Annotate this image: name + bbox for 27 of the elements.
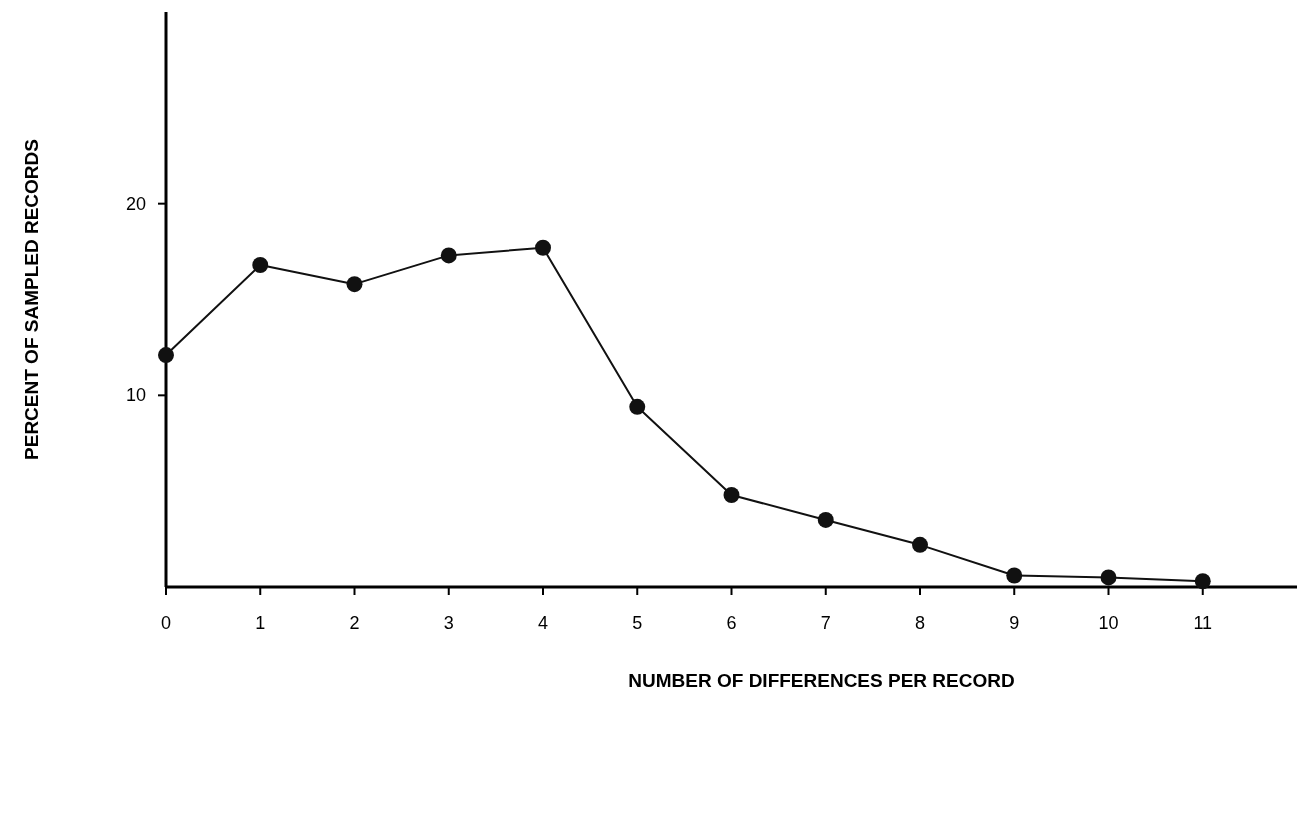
y-tick-label: 20	[125, 193, 146, 214]
point	[629, 398, 646, 415]
x-tick-label: 2	[349, 613, 360, 633]
x-tick-label: 11	[1193, 613, 1213, 633]
y-axis-title: PERCENT OF SAMPLED RECORDS	[21, 139, 42, 460]
x-tick-label: 4	[537, 613, 549, 633]
point	[817, 511, 834, 528]
x-tick-label: 9	[1009, 613, 1020, 633]
x-axis-title: NUMBER OF DIFFERENCES PER RECORD	[628, 670, 1015, 691]
point	[440, 247, 457, 264]
x-tick-label: 6	[726, 613, 737, 633]
point	[346, 276, 363, 293]
point	[158, 347, 174, 364]
x-tick-label: 3	[443, 613, 454, 633]
x-tick-label: 1	[255, 613, 266, 633]
x-tick-label: 5	[632, 613, 643, 633]
point	[1100, 569, 1117, 586]
x-tick-label: 0	[160, 613, 172, 633]
point	[723, 487, 740, 503]
point	[1194, 573, 1211, 590]
point	[912, 536, 928, 553]
x-tick-label: 8	[914, 613, 926, 633]
x-tick-label: 7	[820, 613, 831, 633]
point	[252, 257, 269, 273]
point	[1006, 567, 1023, 584]
x-tick-label: 10	[1098, 613, 1119, 633]
point	[535, 239, 551, 256]
